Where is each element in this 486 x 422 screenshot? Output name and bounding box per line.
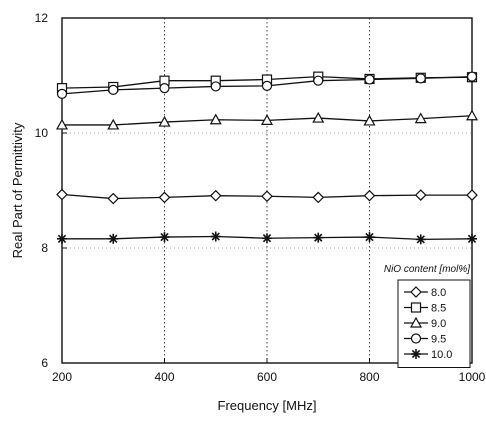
data-point-9.5-700: [313, 75, 324, 86]
legend-label-8.5: 8.5: [431, 303, 446, 315]
legend-marker-9.0: [409, 316, 423, 328]
x-tick-label-400: 400: [154, 370, 174, 384]
data-point-9.5-300: [108, 84, 119, 95]
series-10.0: [57, 231, 477, 245]
data-point-10.0-800: [364, 232, 375, 243]
data-point-10.0-1000: [467, 233, 477, 244]
legend-marker-8.5: [410, 302, 422, 313]
data-point-8.0-900: [414, 189, 427, 201]
legend-entry-9.5: 9.5: [404, 333, 446, 346]
legend-label-10.0: 10.0: [431, 349, 452, 361]
data-point-9.0-200: [55, 118, 69, 130]
data-point-8.0-500: [209, 189, 222, 202]
x-tick-label-1000: 1000: [459, 370, 486, 384]
legend-entry-9.0: 9.0: [404, 316, 446, 330]
x-axis-label: Frequency [MHz]: [218, 398, 317, 413]
axis-ticks: 200 400 600 800 1000 6 8 10 12: [35, 11, 486, 384]
data-point-9.0-300: [107, 118, 120, 130]
series-9.5: [56, 71, 478, 100]
legend-marker-9.5: [410, 333, 422, 344]
legend-entry-8.5: 8.5: [404, 302, 446, 315]
data-point-10.0-300: [108, 233, 119, 244]
legend-marker-10.0: [411, 349, 421, 359]
legend: 8.0 8.5 9.0 9.5 10.0: [397, 279, 471, 368]
y-tick-label-8: 8: [41, 241, 48, 255]
data-point-9.5-1000: [466, 71, 478, 82]
data-point-10.0-600: [262, 233, 272, 244]
legend-label-8.0: 8.0: [431, 287, 446, 299]
legend-marker-8.0: [410, 286, 422, 298]
data-point-10.0-700: [313, 232, 324, 243]
data-point-10.0-900: [415, 234, 426, 245]
data-point-9.5-600: [261, 80, 273, 91]
legend-entry-10.0: 10.0: [404, 349, 452, 361]
data-point-10.0-500: [210, 231, 221, 242]
data-point-8.0-600: [261, 190, 273, 203]
data-point-9.0-1000: [465, 109, 479, 121]
data-point-8.0-700: [312, 191, 325, 204]
data-point-8.0-400: [158, 191, 171, 204]
data-point-9.5-400: [159, 83, 170, 94]
series-layer: [55, 71, 479, 245]
legend-title: NiO content [mol%]: [384, 264, 470, 275]
data-point-9.0-500: [209, 113, 222, 125]
data-point-8.0-1000: [466, 189, 478, 201]
data-point-9.0-900: [414, 112, 427, 124]
y-tick-label-10: 10: [35, 126, 49, 140]
series-8.0: [56, 188, 478, 205]
data-point-8.0-200: [56, 188, 68, 201]
legend-label-9.5: 9.5: [431, 334, 446, 346]
data-point-9.5-200: [56, 88, 68, 100]
legend-label-9.0: 9.0: [431, 318, 446, 330]
legend-box: [397, 279, 471, 368]
data-point-9.5-900: [415, 73, 426, 84]
data-point-10.0-200: [57, 233, 67, 244]
data-point-9.5-800: [364, 74, 375, 85]
data-point-9.0-600: [260, 114, 274, 125]
data-point-9.0-400: [158, 115, 171, 127]
data-point-8.0-300: [107, 192, 120, 205]
legend-entry-8.0: 8.0: [404, 286, 446, 299]
y-tick-label-6: 6: [41, 356, 48, 370]
y-tick-label-12: 12: [35, 11, 49, 25]
series-9.0: [55, 109, 479, 130]
data-point-9.0-800: [363, 114, 376, 126]
y-axis-label: Real Part of Permittivity: [10, 122, 25, 258]
x-tick-label-600: 600: [257, 370, 277, 384]
data-point-9.0-700: [312, 111, 325, 123]
data-point-8.0-800: [363, 189, 376, 202]
data-point-9.5-500: [210, 81, 221, 92]
x-tick-label-200: 200: [52, 370, 72, 384]
data-point-10.0-400: [159, 232, 170, 243]
x-tick-label-800: 800: [359, 370, 379, 384]
